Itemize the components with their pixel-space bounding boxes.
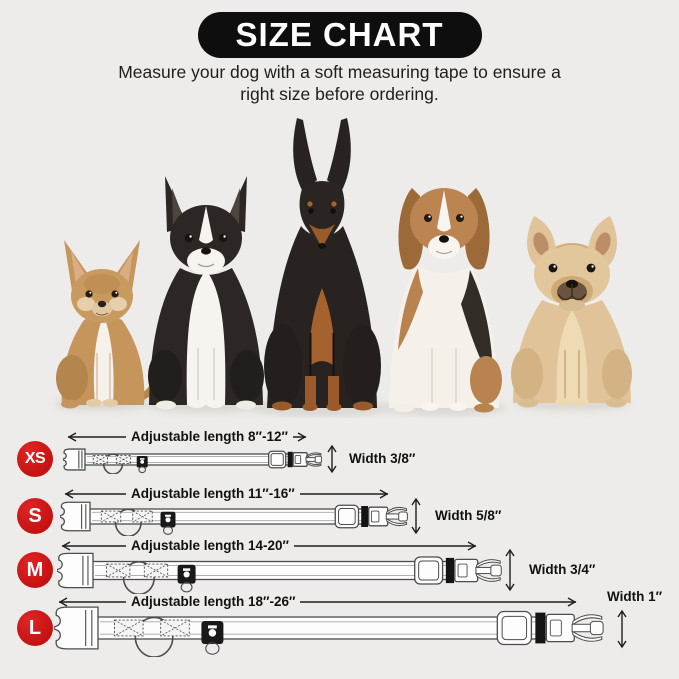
width-arrow-xs <box>327 444 337 474</box>
width-label-l: Width 1″ <box>602 589 668 604</box>
length-label-xs: Adjustable length 8″-12″ <box>126 429 293 444</box>
length-label-m: Adjustable length 14-20″ <box>126 538 294 553</box>
dog-boston-terrier-icon <box>148 176 264 410</box>
subtitle-line-2: right size before ordering. <box>240 84 439 104</box>
page-title: SIZE CHART <box>235 16 444 53</box>
width-arrow-s <box>411 497 421 535</box>
width-arrow-l <box>617 609 627 649</box>
width-arrow-m <box>505 548 515 592</box>
collar-diagram-m <box>57 552 502 594</box>
collar-diagram-s <box>60 501 408 536</box>
length-label-l: Adjustable length 18″-26″ <box>126 594 301 609</box>
page-title-pill: SIZE CHART <box>197 12 482 58</box>
subtitle: Measure your dog with a soft measuring t… <box>0 61 679 105</box>
size-badge-l: L <box>17 610 53 646</box>
size-badge-s-label: S <box>28 504 42 527</box>
dog-beagle-icon <box>389 188 502 413</box>
width-label-m: Width 3/4″ <box>524 562 601 577</box>
width-label-xs: Width 3/8″ <box>344 451 421 466</box>
collar-diagram-l <box>54 606 604 657</box>
size-badge-s: S <box>17 498 53 534</box>
size-badge-m: M <box>17 552 53 588</box>
dogs-illustration <box>54 118 632 417</box>
dog-french-bulldog-icon <box>511 216 632 408</box>
size-badge-l-label: L <box>28 616 42 639</box>
dog-chihuahua-icon <box>56 240 159 409</box>
width-label-s: Width 5/8″ <box>430 508 507 523</box>
size-badge-xs: XS <box>17 441 53 477</box>
size-badge-xs-label: XS <box>24 450 46 467</box>
dog-doberman-icon <box>264 118 381 411</box>
subtitle-line-1: Measure your dog with a soft measuring t… <box>118 62 561 82</box>
collar-diagram-xs <box>63 448 322 474</box>
size-badge-m-label: M <box>26 558 44 581</box>
length-label-s: Adjustable length 11″-16″ <box>126 486 300 501</box>
